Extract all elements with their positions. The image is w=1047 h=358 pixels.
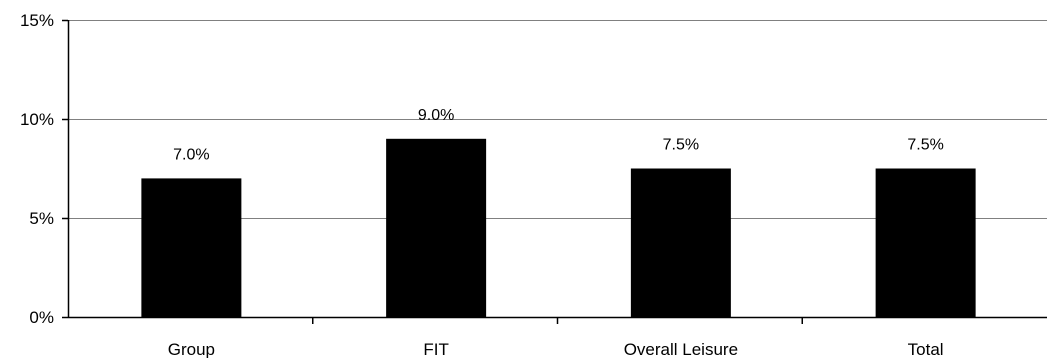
bars	[141, 138, 976, 317]
y-tick-label-2: 10%	[20, 110, 54, 129]
y-tick-label-1: 5%	[29, 209, 54, 228]
y-tick-label-3: 15%	[20, 11, 54, 30]
bar-1	[386, 138, 487, 317]
x-tick-labels: Group FIT Overall Leisure Total	[168, 340, 944, 358]
y-tick-labels: 0% 5% 10% 15%	[20, 11, 54, 327]
bar-0	[141, 178, 242, 317]
data-label-3: 7.5%	[907, 137, 943, 154]
y-tick-label-0: 0%	[29, 308, 54, 327]
data-label-0: 7.0%	[173, 146, 209, 163]
axes	[62, 19, 1047, 324]
data-label-1: 9.0%	[418, 107, 454, 124]
data-label-2: 7.5%	[663, 137, 699, 154]
x-category-label-1: FIT	[423, 340, 449, 358]
data-labels: 7.0% 9.0% 7.5% 7.5%	[173, 107, 944, 164]
bar-3	[875, 168, 976, 317]
x-category-label-3: Total	[908, 340, 944, 358]
x-category-label-2: Overall Leisure	[624, 340, 738, 358]
bar-2	[630, 168, 731, 317]
x-category-label-0: Group	[168, 340, 215, 358]
